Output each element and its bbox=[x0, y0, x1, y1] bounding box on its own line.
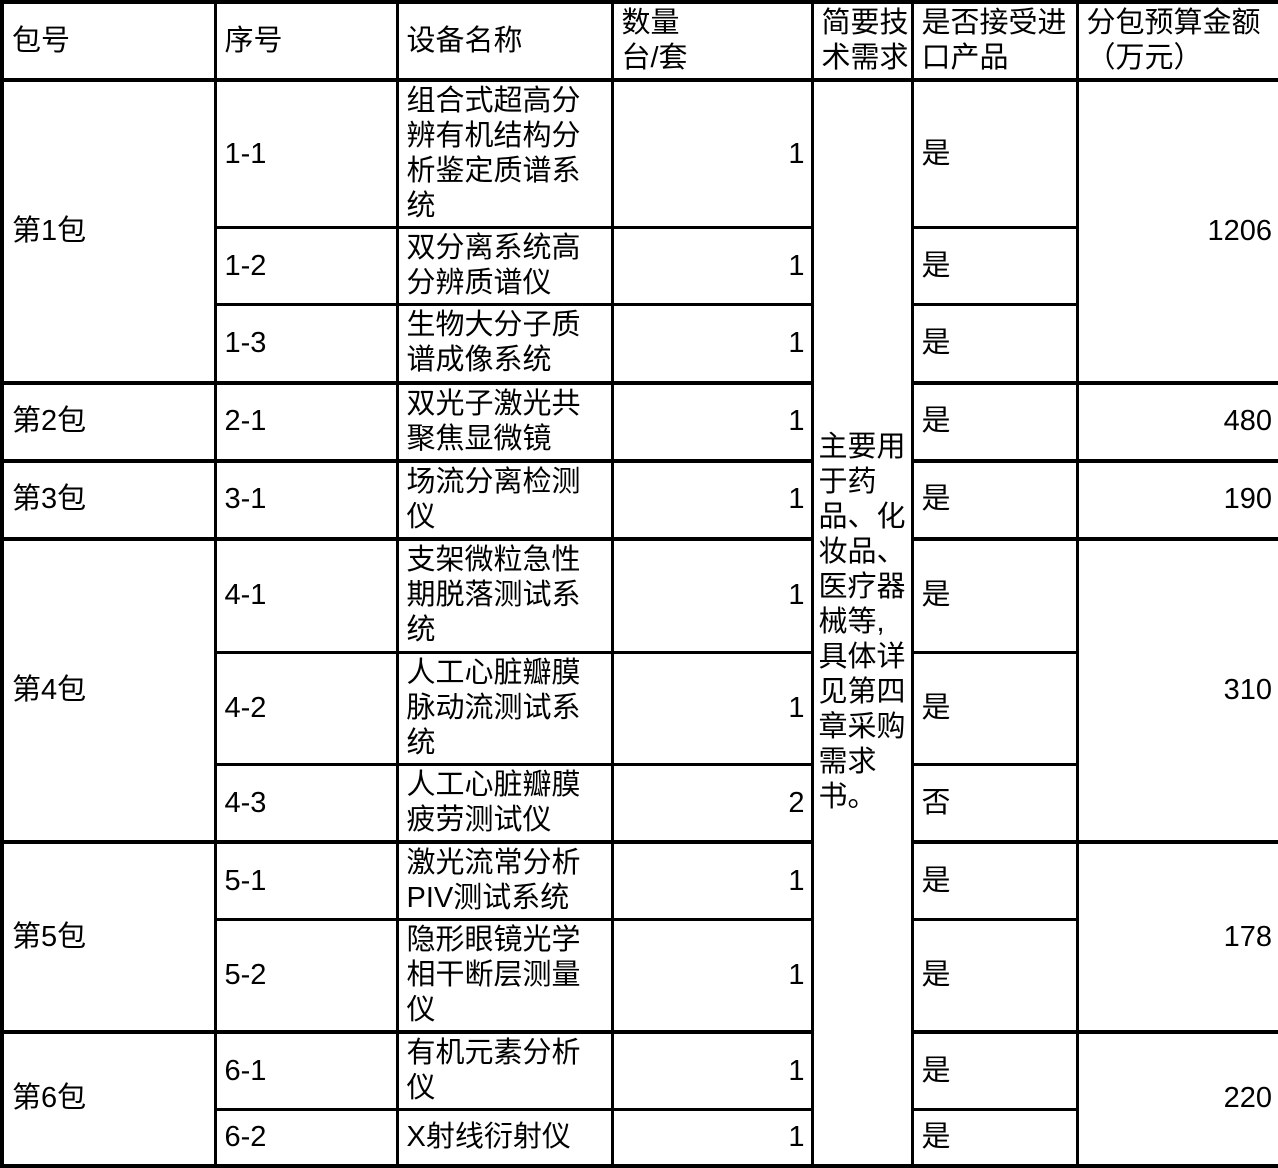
cell-package-no: 第5包 bbox=[0, 840, 217, 1034]
cell-seq: 6-2 bbox=[213, 1108, 399, 1167]
header-cell-seq: 序号 bbox=[213, 0, 399, 82]
cell-quantity: 1 bbox=[610, 1030, 814, 1111]
cell-quantity: 1 bbox=[610, 651, 814, 766]
cell-import-accepted: 是 bbox=[910, 918, 1079, 1034]
cell-import-accepted: 是 bbox=[910, 536, 1079, 654]
cell-quantity: 1 bbox=[610, 78, 814, 229]
table-header-row: 包号 序号 设备名称 数量 台/套 简要技 术需求 是否接受进 口产品 分包预算… bbox=[0, 0, 1278, 82]
cell-budget: 220 bbox=[1075, 1030, 1278, 1167]
cell-import-accepted: 是 bbox=[910, 226, 1079, 306]
cell-device-name: 人工心脏瓣膜 脉动流测试系 统 bbox=[395, 651, 614, 766]
cell-device-name: 有机元素分析 仪 bbox=[395, 1030, 614, 1111]
cell-quantity: 1 bbox=[610, 380, 814, 462]
cell-package-no: 第4包 bbox=[0, 536, 217, 844]
cell-quantity: 1 bbox=[610, 1108, 814, 1167]
cell-seq: 5-2 bbox=[213, 918, 399, 1034]
cell-import-accepted: 否 bbox=[910, 763, 1079, 844]
cell-budget: 310 bbox=[1075, 536, 1278, 844]
cell-package-no: 第6包 bbox=[0, 1030, 217, 1167]
table-row: 4-3 人工心脏瓣膜 疲劳测试仪 2 否 bbox=[2, 763, 1278, 844]
cell-quantity: 1 bbox=[610, 918, 814, 1034]
cell-tech-requirement: 主要用 于药 品、化 妆品、 医疗器 械等, 具体详 见第四 章采购 需求 书。 bbox=[810, 78, 914, 1167]
cell-device-name: 组合式超高分 辨有机结构分 析鉴定质谱系 统 bbox=[395, 78, 614, 229]
table-row: 4-2 人工心脏瓣膜 脉动流测试系 统 1 是 bbox=[2, 651, 1278, 766]
header-cell-budget: 分包预算金额 （万元） bbox=[1075, 0, 1278, 82]
cell-import-accepted: 是 bbox=[910, 1108, 1079, 1167]
cell-import-accepted: 是 bbox=[910, 78, 1079, 229]
cell-import-accepted: 是 bbox=[910, 1030, 1079, 1111]
cell-seq: 4-3 bbox=[213, 763, 399, 844]
cell-import-accepted: 是 bbox=[910, 458, 1079, 540]
cell-quantity: 1 bbox=[610, 458, 814, 540]
header-cell-import-accepted: 是否接受进 口产品 bbox=[910, 0, 1079, 82]
cell-import-accepted: 是 bbox=[910, 651, 1079, 766]
cell-seq: 1-1 bbox=[213, 78, 399, 229]
cell-quantity: 2 bbox=[610, 763, 814, 844]
table-row: 1-3 生物大分子质 谱成像系统 1 是 bbox=[2, 303, 1278, 384]
cell-device-name: 人工心脏瓣膜 疲劳测试仪 bbox=[395, 763, 614, 844]
cell-package-no: 第1包 bbox=[0, 78, 217, 384]
cell-seq: 1-2 bbox=[213, 226, 399, 306]
cell-device-name: 生物大分子质 谱成像系统 bbox=[395, 303, 614, 384]
table-row: 5-2 隐形眼镜光学 相干断层测量 仪 1 是 bbox=[2, 918, 1278, 1034]
header-cell-device-name: 设备名称 bbox=[395, 0, 614, 82]
cell-device-name: X射线衍射仪 bbox=[395, 1108, 614, 1167]
cell-package-no: 第2包 bbox=[0, 380, 217, 462]
table-row: 第1包 1-1 组合式超高分 辨有机结构分 析鉴定质谱系 统 1 主要用 于药 … bbox=[0, 78, 1278, 1167]
table-row: 第2包 2-1 双光子激光共 聚焦显微镜 1 是 480 bbox=[0, 380, 1278, 462]
cell-seq: 3-1 bbox=[213, 458, 399, 540]
cell-seq: 4-1 bbox=[213, 536, 399, 654]
cell-seq: 4-2 bbox=[213, 651, 399, 766]
cell-seq: 5-1 bbox=[213, 840, 399, 921]
cell-import-accepted: 是 bbox=[910, 380, 1079, 462]
cell-budget: 1206 bbox=[1075, 78, 1278, 384]
cell-device-name: 双光子激光共 聚焦显微镜 bbox=[395, 380, 614, 462]
table-row: 第4包 4-1 支架微粒急性 期脱落测试系 统 1 是 310 bbox=[0, 536, 1278, 844]
cell-seq: 1-3 bbox=[213, 303, 399, 384]
cell-quantity: 1 bbox=[610, 536, 814, 654]
cell-import-accepted: 是 bbox=[910, 840, 1079, 921]
cell-quantity: 1 bbox=[610, 303, 814, 384]
cell-package-no: 第3包 bbox=[0, 458, 217, 540]
cell-seq: 6-1 bbox=[213, 1030, 399, 1111]
cell-budget: 480 bbox=[1075, 380, 1278, 462]
cell-budget: 190 bbox=[1075, 458, 1278, 540]
table-row: 1-2 双分离系统高 分辨质谱仪 1 是 bbox=[2, 226, 1278, 306]
cell-seq: 2-1 bbox=[213, 380, 399, 462]
cell-budget: 178 bbox=[1075, 840, 1278, 1034]
cell-quantity: 1 bbox=[610, 226, 814, 306]
table-row: 第5包 5-1 激光流常分析 PIV测试系统 1 是 178 bbox=[0, 840, 1278, 1034]
cell-device-name: 支架微粒急性 期脱落测试系 统 bbox=[395, 536, 614, 654]
cell-device-name: 激光流常分析 PIV测试系统 bbox=[395, 840, 614, 921]
cell-device-name: 隐形眼镜光学 相干断层测量 仪 bbox=[395, 918, 614, 1034]
cell-device-name: 双分离系统高 分辨质谱仪 bbox=[395, 226, 614, 306]
table-row: 第3包 3-1 场流分离检测 仪 1 是 190 bbox=[0, 458, 1278, 540]
cell-device-name: 场流分离检测 仪 bbox=[395, 458, 614, 540]
header-cell-tech-requirement: 简要技 术需求 bbox=[810, 0, 914, 82]
cell-import-accepted: 是 bbox=[910, 303, 1079, 384]
header-cell-quantity: 数量 台/套 bbox=[610, 0, 814, 82]
header-cell-package-no: 包号 bbox=[0, 0, 217, 82]
table-row: 第6包 6-1 有机元素分析 仪 1 是 220 bbox=[0, 1030, 1278, 1167]
cell-quantity: 1 bbox=[610, 840, 814, 921]
